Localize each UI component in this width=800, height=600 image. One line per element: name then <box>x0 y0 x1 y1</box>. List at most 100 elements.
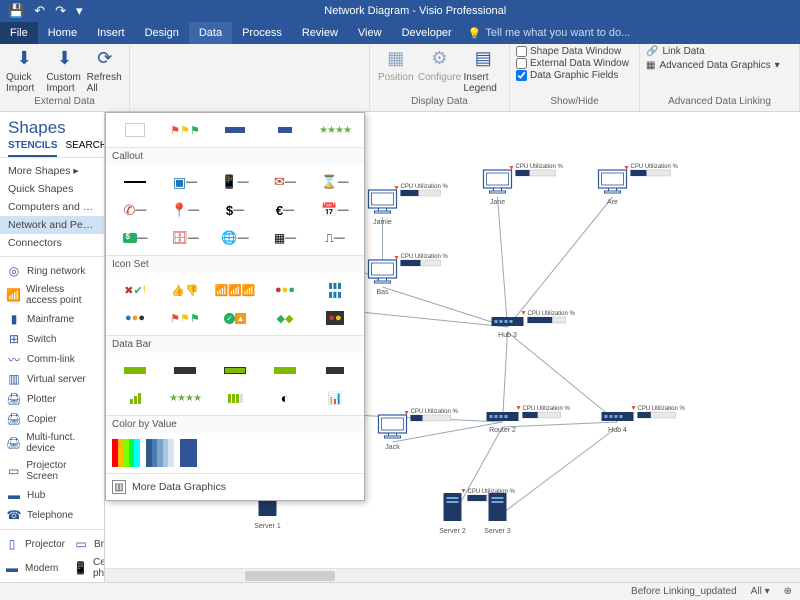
link-data-button[interactable]: 🔗Link Data <box>646 46 793 57</box>
ribbon-group-display-data: ▦Position ⚙Configure ▤Insert Legend Disp… <box>370 44 510 111</box>
data-graphics-dropdown: ⚑⚑⚑ ★★★★ Callout ▣ — 📱 — ✉ — ⌛ — ✆ — 📍 —… <box>105 112 365 501</box>
stencil-item[interactable]: More Shapes ▸ <box>0 162 104 180</box>
stencil-list: More Shapes ▸Quick ShapesComputers and M… <box>0 158 104 256</box>
ribbon-group-external-data: ⬇Quick Import ⬇Custom Import ⟳Refresh Al… <box>0 44 130 111</box>
shapes-heading: Shapes <box>0 112 104 140</box>
svg-text:Server 2: Server 2 <box>439 528 466 535</box>
stencil-item[interactable]: Quick Shapes <box>0 180 104 198</box>
tab-insert[interactable]: Insert <box>87 22 135 44</box>
tab-design[interactable]: Design <box>135 22 189 44</box>
shape-icon: ▯ <box>4 537 20 551</box>
section-colorbyvalue: Color by Value <box>106 415 364 433</box>
stencil-item[interactable]: Computers and Monitors <box>0 198 104 216</box>
shapes-panel: Shapes STENCILS SEARCH More Shapes ▸Quic… <box>0 112 105 582</box>
shape-item[interactable]: ▭Bridge <box>69 534 105 554</box>
insert-legend-button[interactable]: ▤Insert Legend <box>464 46 504 94</box>
svg-text:CPU Utilization %: CPU Utilization % <box>411 409 459 415</box>
svg-text:CPU Utilization %: CPU Utilization % <box>638 406 686 412</box>
quick-import-button[interactable]: ⬇Quick Import <box>6 46 42 94</box>
shape-item[interactable]: ▥Virtual server <box>0 369 104 389</box>
iconset-grid: ✖✔! 👍👎 📶📶📶 ●●● ▮▮▮▮▮▮ ●●● ⚑⚑⚑ ✓▲ ◆◆ ●● <box>106 273 364 335</box>
tell-me[interactable]: 💡 Tell me what you want to do... <box>468 27 631 40</box>
redo-icon[interactable]: ↷ <box>55 3 66 19</box>
add-sheet-icon[interactable]: ⊕ <box>784 586 792 597</box>
graphic-bar-label[interactable] <box>262 118 308 142</box>
configure-icon: ⚙ <box>428 46 452 70</box>
shape-item[interactable]: ▬Hub <box>0 485 104 505</box>
shape-item[interactable]: 📶Wireless access point <box>0 281 104 309</box>
graphic-bar[interactable] <box>212 118 258 142</box>
qat-more-icon[interactable]: ▾ <box>76 3 83 19</box>
check-shape-data-window[interactable]: Shape Data Window <box>516 46 633 57</box>
svg-text:Hub 3: Hub 3 <box>498 332 517 339</box>
tab-developer[interactable]: Developer <box>392 22 462 44</box>
svg-text:Are: Are <box>607 199 618 206</box>
legend-icon: ▤ <box>471 46 495 70</box>
color-swatch[interactable] <box>180 439 208 467</box>
custom-import-button[interactable]: ⬇Custom Import <box>46 46 82 94</box>
svg-text:Server 3: Server 3 <box>484 528 511 535</box>
shape-list-2col: ▯Projector▭Bridge▬Modem📱Cell phone <box>0 529 104 582</box>
filter-label[interactable]: All ▾ <box>751 586 770 597</box>
shape-list: ◎Ring network📶Wireless access point▮Main… <box>0 256 104 529</box>
shape-item[interactable]: ▬Modem <box>0 554 69 582</box>
more-data-graphics[interactable]: ▥ More Data Graphics <box>106 473 364 500</box>
configure-button[interactable]: ⚙Configure <box>420 46 460 83</box>
shape-item[interactable]: ◎Ring network <box>0 261 104 281</box>
shape-item[interactable]: ☎Telephone <box>0 505 104 525</box>
tab-file[interactable]: File <box>0 22 38 44</box>
shape-item[interactable]: 〰Comm-link <box>0 349 104 369</box>
databar-grid: ★★★★ ◐ 📊 <box>106 353 364 415</box>
advanced-graphics-button[interactable]: ▦Advanced Data Graphics ▾ <box>646 60 793 71</box>
shape-item[interactable]: ▭Projector Screen <box>0 457 104 485</box>
shape-icon: ▭ <box>6 464 21 478</box>
color-swatch[interactable] <box>112 439 140 467</box>
graphic-flags[interactable]: ⚑⚑⚑ <box>162 118 208 142</box>
check-external-data-window[interactable]: External Data Window <box>516 58 633 69</box>
refresh-all-button[interactable]: ⟳Refresh All <box>87 46 123 94</box>
shape-item[interactable]: ⊞Switch <box>0 329 104 349</box>
shape-icon: ◎ <box>6 264 22 278</box>
svg-text:CPU Utilization %: CPU Utilization % <box>401 254 449 260</box>
svg-text:Server 1: Server 1 <box>254 523 281 530</box>
tab-data[interactable]: Data <box>189 22 232 44</box>
tab-home[interactable]: Home <box>38 22 87 44</box>
svg-text:Jack: Jack <box>385 444 400 451</box>
shape-item[interactable]: ▯Projector <box>0 534 69 554</box>
color-swatch[interactable] <box>146 439 174 467</box>
link-data-icon: 🔗 <box>646 46 658 57</box>
tab-review[interactable]: Review <box>292 22 348 44</box>
shape-icon: ▭ <box>73 537 89 551</box>
horizontal-scrollbar[interactable] <box>105 568 800 582</box>
scrollbar-thumb[interactable] <box>245 571 335 581</box>
shape-item[interactable]: 🖨Multi-funct. device <box>0 429 104 457</box>
undo-icon[interactable]: ↶ <box>34 3 45 19</box>
graphic-stars[interactable]: ★★★★ <box>312 118 358 142</box>
ribbon: ⬇Quick Import ⬇Custom Import ⟳Refresh Al… <box>0 44 800 112</box>
section-databar: Data Bar <box>106 335 364 353</box>
custom-import-icon: ⬇ <box>52 46 76 70</box>
stencil-item[interactable]: Network and Peripherals <box>0 216 104 234</box>
save-icon[interactable]: 💾 <box>8 3 24 19</box>
shape-item[interactable]: 🖨Copier <box>0 409 104 429</box>
check-data-graphic-fields[interactable]: Data Graphic Fields <box>516 70 633 81</box>
stencil-item[interactable]: Connectors <box>0 234 104 252</box>
tab-search[interactable]: SEARCH <box>65 140 105 157</box>
tab-process[interactable]: Process <box>232 22 292 44</box>
svg-text:Router 2: Router 2 <box>489 427 516 434</box>
shape-item[interactable]: 🖨Plotter <box>0 389 104 409</box>
ribbon-group-data-graphics <box>130 44 370 111</box>
sheet-tab[interactable]: Before Linking_updated <box>631 586 737 597</box>
tab-stencils[interactable]: STENCILS <box>8 140 57 157</box>
refresh-icon: ⟳ <box>93 46 117 70</box>
shape-icon: 🖨 <box>6 392 22 406</box>
position-button[interactable]: ▦Position <box>376 46 416 83</box>
graphic-none[interactable] <box>112 118 158 142</box>
shape-item[interactable]: 📱Cell phone <box>69 554 105 582</box>
svg-text:Jamie: Jamie <box>373 219 392 226</box>
shape-item[interactable]: ▮Mainframe <box>0 309 104 329</box>
tab-view[interactable]: View <box>348 22 392 44</box>
shape-icon: 📶 <box>6 288 21 302</box>
svg-text:CPU Utilization %: CPU Utilization % <box>523 406 571 412</box>
svg-text:Hub 4: Hub 4 <box>608 427 627 434</box>
